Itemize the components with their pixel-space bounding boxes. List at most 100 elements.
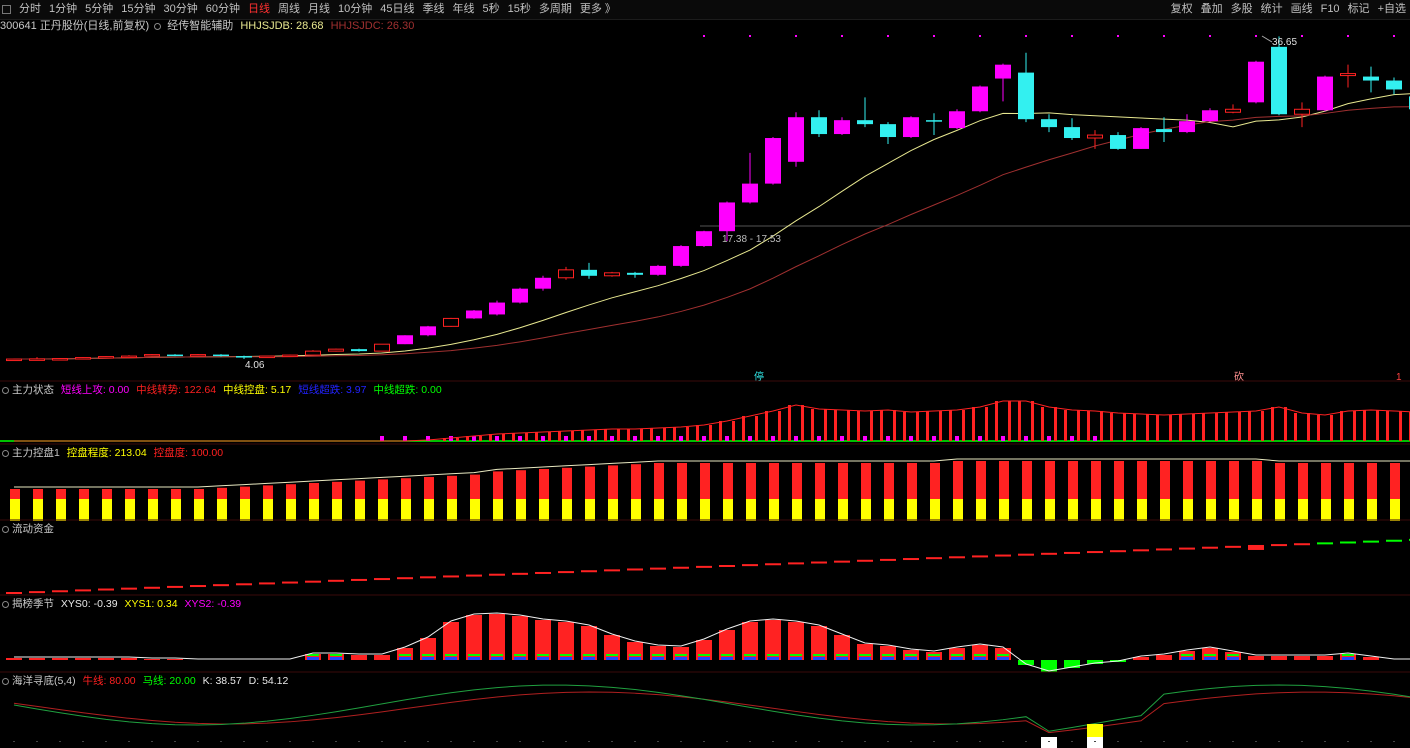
candle-body: [351, 349, 367, 352]
marker-dot: [1209, 35, 1211, 37]
period-tab-10[interactable]: 45日线: [380, 3, 415, 15]
period-tab-4[interactable]: 30分钟: [163, 3, 198, 15]
tick-dot: [1025, 741, 1027, 742]
season-bar: [351, 655, 367, 660]
period-list: 分时 1分钟 5分钟 15分钟 30分钟 60分钟 日线 周线 月线 10分钟 45日线 季线 年线 5秒…: [0, 0, 620, 19]
panel5-settings-icon[interactable]: [2, 678, 9, 685]
period-tab-12[interactable]: 年线: [452, 3, 475, 15]
period-tab-7[interactable]: 周线: [278, 3, 300, 15]
season-bar: [1271, 656, 1287, 660]
state-bar-right: [617, 429, 620, 441]
season-strip-blue: [1204, 657, 1216, 660]
season-strip-blue: [307, 657, 319, 660]
settings-circle-icon[interactable]: [154, 23, 162, 30]
panel-ocean-bottom: [13, 684, 1410, 748]
control-bar-yellow: [838, 499, 848, 521]
fund-bar: [443, 575, 459, 578]
state-bar-left: [857, 411, 860, 441]
tick-dot: [1301, 741, 1303, 742]
period-tab-5[interactable]: 60分钟: [205, 3, 240, 15]
tool-button-3[interactable]: 统计: [1260, 3, 1283, 15]
tick-dot: [1071, 741, 1073, 742]
season-strip-blue: [767, 657, 779, 660]
state-bar-right: [778, 411, 781, 441]
control-bar-red: [1137, 461, 1147, 499]
season-strip-blue: [997, 657, 1009, 660]
tick-dot: [588, 741, 590, 742]
period-tab-8[interactable]: 月线: [308, 3, 330, 15]
period-tab-15[interactable]: 多周期: [538, 3, 572, 15]
state-dot: [1047, 436, 1051, 441]
control-bar-yellow: [976, 499, 986, 521]
panel-control-degree: [0, 458, 1410, 521]
control-bar-red: [332, 481, 342, 499]
control-bar-yellow: [792, 499, 802, 521]
control-bar-red: [1091, 461, 1101, 499]
panel1-settings-icon[interactable]: [2, 387, 9, 394]
period-tab-0[interactable]: 分时: [19, 3, 41, 15]
tool-button-2[interactable]: 多股: [1230, 3, 1253, 15]
panel4-settings-icon[interactable]: [2, 601, 9, 608]
panel2-settings-icon[interactable]: [2, 450, 9, 457]
state-bar-left: [788, 405, 791, 441]
tool-button-4[interactable]: 画线: [1290, 3, 1313, 15]
tick-dot: [887, 741, 889, 742]
state-bar-right: [1330, 415, 1333, 441]
candle-body: [512, 288, 528, 303]
tool-button-0[interactable]: 复权: [1170, 3, 1193, 15]
season-strip-blue: [399, 657, 411, 660]
control-bar-yellow: [539, 499, 549, 521]
control-bar-red: [562, 467, 572, 499]
period-tab-16[interactable]: 更多 》: [579, 3, 616, 15]
panel-liquid-funds: [0, 538, 1410, 596]
candle-body: [1156, 129, 1172, 133]
state-bar-right: [456, 438, 459, 441]
control-bar-red: [56, 489, 66, 499]
control-bar-yellow: [861, 499, 871, 521]
tick-dot: [565, 741, 567, 742]
period-tab-14[interactable]: 15秒: [507, 3, 531, 15]
control-bar-yellow: [585, 499, 595, 521]
panel1-item-4: 中线超跌: 0.00: [373, 384, 442, 396]
state-bar-right: [709, 425, 712, 441]
season-strip-green: [951, 654, 963, 656]
fund-bar: [213, 584, 229, 587]
period-tab-13[interactable]: 5秒: [482, 3, 500, 15]
tool-button-6[interactable]: 标记: [1347, 3, 1370, 15]
state-bar-right: [732, 421, 735, 441]
tick-dot: [1094, 741, 1096, 742]
control-bar-yellow: [677, 499, 687, 521]
panel4-item-1: XYS1: 0.34: [124, 598, 178, 610]
tick-dot: [703, 741, 705, 742]
period-tab-1[interactable]: 1分钟: [49, 3, 78, 15]
control-bar-yellow: [562, 499, 572, 521]
control-bar-red: [194, 489, 204, 499]
tool-button-1[interactable]: 叠加: [1200, 3, 1223, 15]
tick-dot: [427, 741, 429, 742]
tick-dot: [979, 741, 981, 742]
period-tab-3[interactable]: 15分钟: [121, 3, 156, 15]
state-dot: [541, 436, 545, 441]
fund-bar: [282, 581, 298, 584]
season-strip-blue: [859, 657, 871, 660]
panel3-settings-icon[interactable]: [2, 526, 9, 533]
season-strip-blue: [491, 657, 503, 660]
tick-dot: [1209, 741, 1211, 742]
control-bar-red: [1367, 463, 1377, 499]
period-tab-6[interactable]: 日线: [248, 3, 270, 15]
tool-button-7[interactable]: +自选: [1377, 3, 1406, 15]
fund-bar: [420, 576, 436, 579]
panel-label-3: 流动资金: [0, 522, 54, 536]
tool-button-5[interactable]: F10: [1320, 3, 1340, 15]
period-tab-9[interactable]: 10分钟: [338, 3, 373, 15]
period-tab-11[interactable]: 季线: [422, 3, 445, 15]
tick-dot: [404, 741, 406, 742]
candle-body: [167, 354, 183, 357]
fund-bar: [1179, 547, 1195, 550]
season-strip-blue: [652, 657, 664, 660]
season-bar: [374, 655, 390, 660]
period-tab-2[interactable]: 5分钟: [85, 3, 114, 15]
state-bar-right: [1353, 411, 1356, 441]
panel-toggle-icon[interactable]: [2, 5, 11, 14]
